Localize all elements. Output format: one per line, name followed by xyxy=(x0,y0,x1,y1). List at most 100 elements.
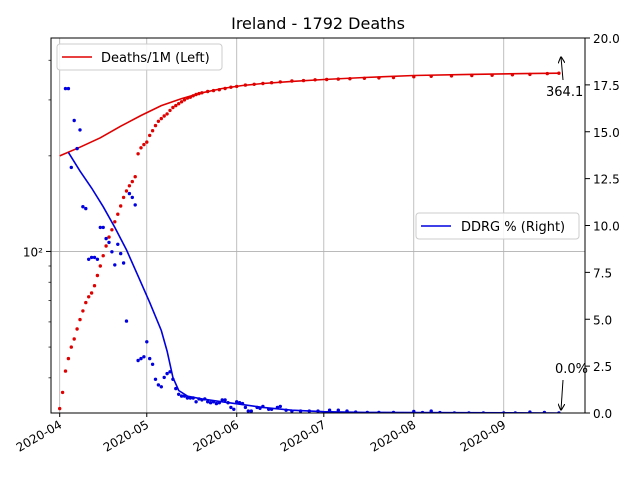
data-point xyxy=(95,273,100,278)
data-point xyxy=(313,78,317,82)
data-point xyxy=(78,317,82,322)
data-point xyxy=(119,251,123,256)
ddrg-percent-points xyxy=(63,86,561,413)
data-point xyxy=(116,212,120,216)
data-point xyxy=(327,408,332,412)
data-point xyxy=(145,340,149,344)
ddrg-percent-line xyxy=(67,151,559,413)
data-point xyxy=(391,410,396,413)
data-point xyxy=(63,86,68,91)
data-point xyxy=(336,408,340,412)
data-point xyxy=(110,228,114,232)
data-point xyxy=(194,400,198,404)
legend-ddrg-label: DDRG % (Right) xyxy=(461,220,565,235)
data-point xyxy=(237,401,242,405)
data-point xyxy=(177,392,181,396)
data-point xyxy=(232,407,236,411)
data-point xyxy=(60,390,65,395)
data-point xyxy=(220,398,224,402)
data-point xyxy=(557,71,561,75)
data-point xyxy=(325,77,329,82)
data-point xyxy=(171,377,175,381)
data-point xyxy=(121,261,126,265)
chart-title: Ireland - 1792 Deaths xyxy=(231,14,405,33)
data-point xyxy=(104,236,108,241)
data-point xyxy=(78,128,82,132)
data-point xyxy=(255,405,259,410)
deaths-per-million-line xyxy=(59,72,559,157)
deaths-end-label: 364.1 xyxy=(546,85,583,100)
y-right-tick-label: 7.5 xyxy=(593,266,612,280)
data-point xyxy=(113,220,117,224)
data-point xyxy=(98,264,103,268)
data-point xyxy=(290,79,294,83)
data-point xyxy=(528,72,532,77)
data-point xyxy=(377,76,381,80)
x-tick-label: 2020-04 xyxy=(14,417,64,454)
data-point xyxy=(130,195,134,200)
data-point xyxy=(156,119,161,124)
data-point xyxy=(490,73,494,77)
data-point xyxy=(124,319,129,323)
data-point xyxy=(87,257,91,261)
data-point xyxy=(113,263,117,267)
data-point xyxy=(148,133,152,138)
data-point xyxy=(211,400,216,404)
data-point xyxy=(150,362,155,366)
data-point xyxy=(200,398,204,402)
data-point xyxy=(130,179,134,184)
x-tick-label: 2020-05 xyxy=(101,417,151,454)
data-point xyxy=(142,142,146,147)
data-point xyxy=(72,337,76,341)
data-point xyxy=(208,401,213,405)
data-point xyxy=(510,73,515,77)
y-right-tick-label: 0.0 xyxy=(593,407,612,421)
y-right-tick-label: 20.0 xyxy=(593,32,620,46)
ddrg-end-arrow xyxy=(561,379,563,410)
y-right-tick-label: 17.5 xyxy=(593,79,620,93)
data-point xyxy=(124,189,129,193)
data-point xyxy=(206,400,210,404)
data-point xyxy=(203,397,207,401)
data-point xyxy=(336,77,340,81)
data-point xyxy=(142,355,146,359)
x-tick-label: 2020-06 xyxy=(191,417,241,454)
y-right-tick-label: 12.5 xyxy=(593,173,620,187)
x-tick-label: 2020-09 xyxy=(458,417,508,454)
data-point xyxy=(267,407,271,411)
data-point xyxy=(438,410,442,413)
data-point xyxy=(185,96,190,100)
data-point xyxy=(153,377,158,381)
data-point xyxy=(226,401,230,405)
data-point xyxy=(179,100,184,104)
data-point xyxy=(223,86,227,91)
data-point xyxy=(348,77,352,81)
data-point xyxy=(168,108,172,113)
data-point xyxy=(153,123,158,128)
data-point xyxy=(104,244,108,248)
data-point xyxy=(165,112,169,116)
data-point xyxy=(240,401,245,406)
data-point xyxy=(223,398,227,402)
data-point xyxy=(235,84,239,89)
data-point xyxy=(63,369,68,373)
data-point xyxy=(81,309,85,313)
data-point xyxy=(159,385,163,389)
data-point xyxy=(449,74,454,78)
data-point xyxy=(188,396,192,400)
data-point xyxy=(81,205,85,209)
y-left-tick-label: 10² xyxy=(23,245,43,259)
data-point xyxy=(243,83,248,87)
data-point xyxy=(211,88,216,93)
data-point xyxy=(545,71,549,76)
data-point xyxy=(119,204,123,208)
ddrg-end-label: 0.0% xyxy=(555,362,588,377)
data-point xyxy=(87,295,91,299)
legend-right: DDRG % (Right) xyxy=(415,212,580,240)
data-point xyxy=(174,103,178,108)
data-point xyxy=(528,410,532,413)
data-point xyxy=(89,291,94,295)
y-right-tick-label: 15.0 xyxy=(593,126,620,140)
data-point xyxy=(156,383,161,387)
data-point xyxy=(185,396,190,400)
